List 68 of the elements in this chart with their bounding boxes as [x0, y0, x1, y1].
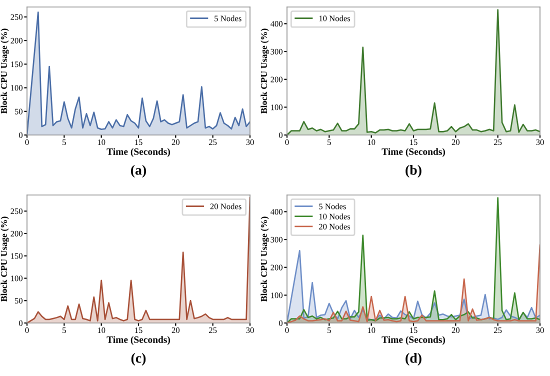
y-tick-label: 250 — [10, 14, 23, 20]
x-tick-label: 25 — [209, 327, 217, 334]
x-tick-label: 30 — [536, 327, 544, 334]
x-tick-label: 10 — [368, 139, 376, 146]
x-tick-label: 30 — [246, 327, 254, 334]
y-axis-title: Block CPU Usage (%) — [260, 28, 269, 114]
legend-label: 10 Nodes — [319, 213, 350, 220]
legend-label: 5 Nodes — [319, 203, 346, 210]
y-tick-label: 150 — [11, 253, 23, 259]
y-tick-label: 200 — [10, 38, 23, 44]
text: (c) — [131, 353, 146, 366]
y-tick-label: 0 — [278, 132, 283, 138]
y-tick-label: 100 — [271, 104, 283, 110]
x-tick-label: 15 — [135, 327, 142, 334]
legend-label: 10 Nodes — [319, 15, 350, 22]
x-tick-label: 0 — [285, 327, 289, 334]
y-tick-label: 300 — [270, 48, 283, 54]
y-axis-title: Block CPU Usage (%) — [0, 216, 9, 302]
legend-label: 5 Nodes — [214, 15, 242, 22]
x-tick-label: 10 — [98, 327, 106, 334]
y-tick-label: 50 — [14, 298, 23, 304]
y-tick-label: 50 — [14, 108, 23, 114]
legend-label: 20 Nodes — [319, 224, 350, 230]
x-tick-label: 15 — [410, 327, 418, 334]
text: (a) — [131, 165, 146, 178]
x-tick-label: 30 — [536, 139, 544, 146]
legend-label: 20 Nodes — [210, 203, 242, 210]
x-axis-title: Time (Seconds) — [382, 148, 445, 157]
x-tick-label: 0 — [25, 327, 29, 334]
x-tick-label: 10 — [98, 139, 106, 146]
y-tick-label: 200 — [10, 230, 23, 236]
y-tick-label: 0 — [18, 320, 23, 326]
y-axis-title: Block CPU Usage (%) — [0, 28, 9, 114]
y-tick-label: 100 — [11, 276, 23, 282]
x-tick-label: 30 — [246, 139, 254, 146]
x-tick-label: 20 — [452, 139, 460, 146]
x-tick-label: 15 — [410, 139, 418, 146]
y-tick-label: 400 — [270, 209, 283, 215]
y-tick-label: 400 — [270, 21, 283, 27]
y-tick-label: 150 — [11, 62, 23, 68]
y-tick-label: 0 — [278, 320, 283, 326]
x-tick-label: 5 — [62, 139, 66, 146]
y-tick-label: 100 — [271, 292, 283, 298]
x-tick-label: 25 — [209, 139, 217, 146]
text: (b) — [406, 165, 422, 178]
y-axis-title: Block CPU Usage (%) — [260, 216, 269, 302]
y-tick-label: 100 — [11, 85, 23, 91]
x-tick-label: 15 — [135, 139, 142, 146]
x-tick-label: 5 — [328, 327, 331, 334]
text: (d) — [406, 353, 422, 366]
y-tick-label: 0 — [18, 132, 23, 138]
x-tick-label: 5 — [62, 327, 66, 334]
x-tick-label: 20 — [172, 139, 180, 146]
x-tick-label: 5 — [328, 139, 331, 146]
y-tick-label: 300 — [270, 236, 283, 242]
x-tick-label: 25 — [494, 327, 502, 334]
x-tick-label: 20 — [172, 327, 180, 334]
x-tick-label: 0 — [25, 139, 29, 146]
x-tick-label: 0 — [285, 139, 289, 146]
y-tick-label: 200 — [270, 76, 283, 82]
x-tick-label: 20 — [452, 327, 460, 334]
x-axis-title: Time (Seconds) — [382, 336, 445, 345]
y-tick-label: 250 — [10, 208, 23, 214]
x-tick-label: 10 — [368, 327, 376, 334]
x-tick-label: 25 — [494, 139, 502, 146]
y-tick-label: 200 — [270, 264, 283, 270]
x-axis-title: Time (Seconds) — [106, 336, 170, 345]
x-axis-title: Time (Seconds) — [106, 148, 170, 157]
